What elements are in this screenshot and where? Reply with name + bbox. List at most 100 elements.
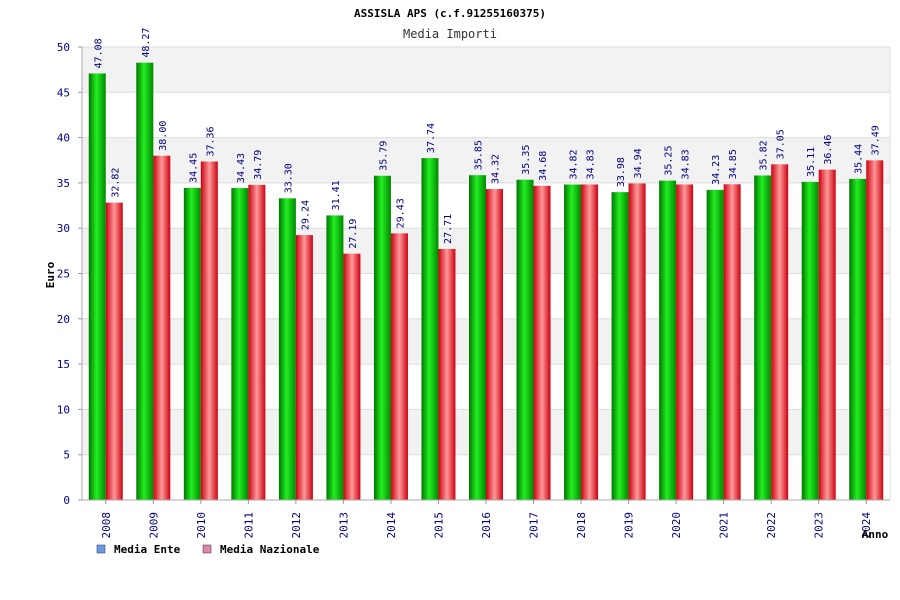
legend-swatch-media-nazionale [202,544,212,554]
bar-media-ente [754,175,772,500]
data-label-media-ente: 47.08 [93,38,104,68]
bar-media-nazionale [486,189,503,501]
bar-media-nazionale [533,185,551,500]
data-label-media-ente: 33.30 [283,163,294,193]
y-tick-label: 40 [57,132,70,145]
bar-media-nazionale [200,161,218,500]
x-tick-label: 2015 [432,512,445,539]
y-tick-label: 35 [57,177,70,190]
data-label-media-ente: 35.85 [474,140,485,170]
bars-layer [88,62,884,501]
data-label-media-nazionale: 34.83 [681,149,692,179]
bar-media-ente [326,215,344,500]
x-tick-label: 2014 [385,512,398,539]
legend-label-media-ente: Media Ente [114,543,181,556]
bar-media-ente [469,175,486,500]
x-tick-label: 2020 [670,512,683,539]
data-label-media-ente: 35.11 [806,147,817,177]
data-label-media-ente: 48.27 [141,28,152,58]
bar-media-nazionale [295,235,313,500]
grid-band [82,47,890,93]
data-label-media-ente: 35.25 [664,146,675,176]
data-labels-layer: 47.08 32.82 48.27 38.00 34.45 37.36 34.43 34.79… [93,28,881,249]
data-label-media-nazionale: 34.68 [538,151,549,181]
data-label-media-nazionale: 38.00 [158,121,169,151]
x-tick-label: 2010 [195,512,208,539]
bar-media-nazionale [248,184,266,500]
bar-media-ente [801,181,819,501]
bar-media-nazionale [390,233,408,500]
data-label-media-nazionale: 37.49 [871,125,882,155]
y-axis-label: Euro [44,261,57,288]
legend: Media Ente Media Nazionale [96,543,320,556]
data-label-media-ente: 35.44 [854,144,865,174]
bar-media-nazionale [866,160,884,500]
data-label-media-nazionale: 34.94 [633,148,644,178]
bar-media-ente [516,179,534,500]
bar-media-nazionale [153,155,171,500]
x-tick-label: 2024 [860,512,873,539]
bar-media-nazionale [581,184,599,501]
data-label-media-nazionale: 29.24 [300,200,311,230]
data-label-media-nazionale: 27.19 [348,219,359,249]
data-label-media-nazionale: 34.83 [586,149,597,179]
y-tick-label: 15 [57,358,70,371]
chart-title: ASSISLA APS (c.f.91255160375) [354,7,546,20]
y-tick-label: 30 [57,222,70,235]
data-label-media-nazionale: 34.79 [253,150,264,180]
data-label-media-nazionale: 37.36 [205,126,216,156]
data-label-media-ente: 34.23 [711,155,722,185]
data-label-media-ente: 37.74 [426,123,437,153]
bar-media-ente [706,189,724,500]
y-tick-label: 25 [57,268,70,281]
x-tick-label: 2017 [528,512,541,539]
x-tick-label: 2011 [242,512,255,539]
bar-media-nazionale [628,183,646,500]
data-label-media-ente: 33.98 [616,157,627,187]
bar-media-ente [373,175,391,500]
bar-media-ente [278,198,296,500]
legend-label-media-nazionale: Media Nazionale [220,543,320,556]
bar-media-nazionale [438,248,456,500]
data-label-media-ente: 34.82 [569,149,580,179]
data-label-media-nazionale: 29.43 [395,198,406,228]
data-label-media-nazionale: 34.32 [491,154,502,184]
grid-band [82,92,890,138]
x-tick-label: 2018 [575,512,588,539]
data-label-media-nazionale: 37.05 [776,129,787,159]
data-label-media-nazionale: 27.71 [443,214,454,244]
bar-media-ente [564,184,582,500]
x-tick-label: 2021 [718,512,731,539]
y-tick-label: 10 [57,403,70,416]
data-label-media-ente: 35.79 [378,141,389,171]
data-label-media-ente: 34.43 [236,153,247,183]
x-tick-label: 2023 [813,512,826,539]
y-tick-label: 50 [57,41,70,54]
data-label-media-nazionale: 34.85 [728,149,739,179]
x-tick-label: 2008 [100,512,113,539]
bar-media-ente [611,192,629,500]
x-axis-label: Anno [862,528,889,541]
bar-media-nazionale [676,184,694,501]
x-tick-label: 2019 [623,512,636,539]
bar-media-nazionale [105,202,123,500]
data-label-media-ente: 31.41 [331,180,342,210]
bar-media-nazionale [818,169,836,500]
bar-media-ente [136,62,154,501]
data-label-media-nazionale: 36.46 [823,135,834,165]
bar-media-ente [183,187,201,500]
bar-media-nazionale [771,164,789,500]
bar-media-nazionale [343,253,361,500]
axis-layer: 0 5 10 15 20 25 30 35 40 45 50 2008 2009 2010 2011 2012… [57,41,891,539]
y-tick-label: 5 [63,449,70,462]
y-tick-label: 0 [63,494,70,507]
chart-subtitle: Media Importi [403,27,497,41]
legend-swatch-media-ente [96,544,106,554]
x-tick-label: 2016 [480,512,493,539]
bar-media-ente [659,180,677,500]
data-label-media-ente: 35.82 [759,140,770,170]
bar-media-ente [421,158,439,500]
bar-media-nazionale [723,184,741,500]
data-label-media-nazionale: 32.82 [110,168,121,198]
